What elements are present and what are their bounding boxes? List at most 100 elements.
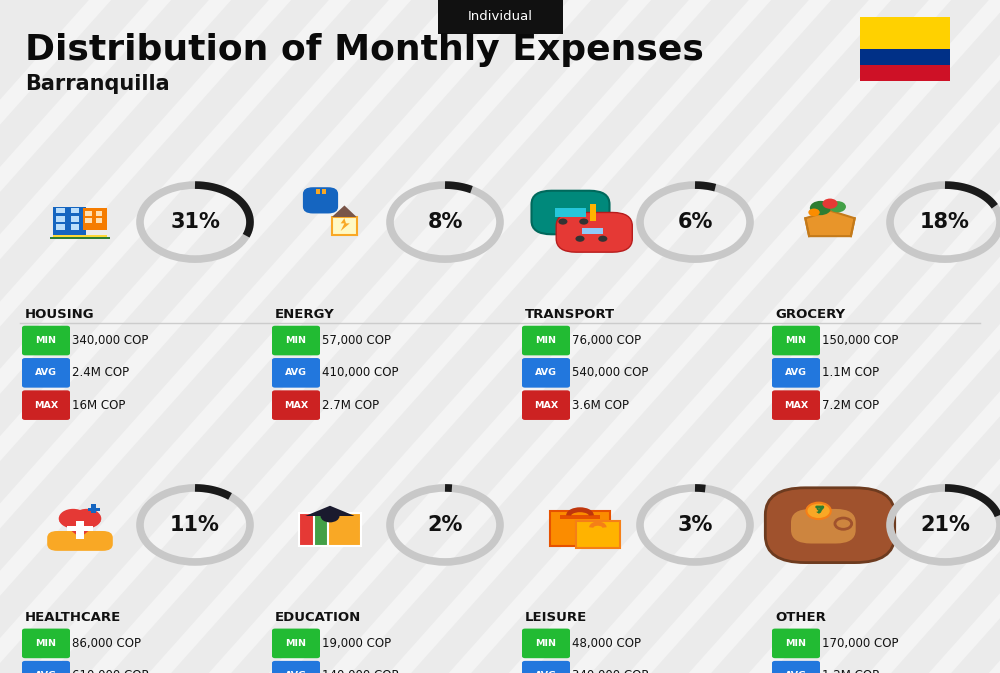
Polygon shape: [332, 205, 357, 217]
FancyBboxPatch shape: [56, 216, 65, 221]
FancyBboxPatch shape: [56, 207, 65, 213]
FancyBboxPatch shape: [438, 0, 562, 34]
FancyBboxPatch shape: [522, 661, 570, 673]
Text: MIN: MIN: [286, 639, 307, 648]
Text: 18%: 18%: [920, 212, 970, 232]
FancyBboxPatch shape: [332, 217, 357, 235]
Text: 2.7M COP: 2.7M COP: [322, 398, 379, 412]
FancyBboxPatch shape: [56, 224, 65, 230]
FancyBboxPatch shape: [322, 189, 326, 194]
FancyBboxPatch shape: [550, 511, 610, 546]
Text: HOUSING: HOUSING: [25, 308, 95, 321]
FancyBboxPatch shape: [303, 187, 338, 213]
Text: HEALTHCARE: HEALTHCARE: [25, 611, 121, 624]
Text: Barranquilla: Barranquilla: [25, 74, 170, 94]
Text: 31%: 31%: [170, 212, 220, 232]
Text: AVG: AVG: [785, 671, 807, 673]
Circle shape: [72, 509, 101, 528]
FancyBboxPatch shape: [22, 326, 70, 355]
Polygon shape: [341, 218, 350, 231]
FancyBboxPatch shape: [71, 207, 79, 213]
FancyBboxPatch shape: [316, 189, 320, 194]
Text: MAX: MAX: [34, 400, 58, 410]
Text: MIN: MIN: [36, 336, 56, 345]
Text: AVG: AVG: [35, 671, 57, 673]
Text: MIN: MIN: [786, 639, 806, 648]
Circle shape: [598, 236, 607, 242]
Circle shape: [806, 503, 831, 519]
Text: 150,000 COP: 150,000 COP: [822, 334, 898, 347]
Circle shape: [808, 209, 820, 216]
Text: $: $: [816, 506, 822, 516]
Text: AVG: AVG: [535, 368, 557, 378]
FancyBboxPatch shape: [22, 629, 70, 658]
FancyBboxPatch shape: [67, 526, 93, 532]
FancyBboxPatch shape: [91, 505, 96, 513]
FancyBboxPatch shape: [328, 513, 361, 546]
FancyBboxPatch shape: [88, 508, 100, 511]
FancyBboxPatch shape: [522, 629, 570, 658]
FancyBboxPatch shape: [96, 218, 102, 223]
FancyBboxPatch shape: [47, 531, 113, 551]
FancyBboxPatch shape: [314, 513, 346, 546]
FancyBboxPatch shape: [22, 661, 70, 673]
FancyBboxPatch shape: [522, 358, 570, 388]
Circle shape: [575, 236, 585, 242]
FancyBboxPatch shape: [272, 629, 320, 658]
Text: AVG: AVG: [785, 368, 807, 378]
FancyBboxPatch shape: [772, 390, 820, 420]
Text: 170,000 COP: 170,000 COP: [822, 637, 899, 650]
Text: 6%: 6%: [677, 212, 713, 232]
Text: Individual: Individual: [468, 10, 532, 24]
Text: 16M COP: 16M COP: [72, 398, 125, 412]
Circle shape: [829, 201, 846, 213]
Text: ENERGY: ENERGY: [275, 308, 335, 321]
Text: MAX: MAX: [784, 400, 808, 410]
Text: 610,000 COP: 610,000 COP: [72, 669, 148, 673]
FancyBboxPatch shape: [272, 326, 320, 355]
Text: MIN: MIN: [536, 336, 556, 345]
FancyBboxPatch shape: [83, 208, 107, 229]
FancyBboxPatch shape: [772, 326, 820, 355]
Text: 11%: 11%: [170, 515, 220, 535]
FancyBboxPatch shape: [772, 358, 820, 388]
Text: GROCERY: GROCERY: [775, 308, 845, 321]
FancyBboxPatch shape: [85, 211, 92, 216]
Text: 410,000 COP: 410,000 COP: [322, 366, 398, 380]
FancyBboxPatch shape: [53, 236, 107, 238]
FancyBboxPatch shape: [772, 661, 820, 673]
Text: 21%: 21%: [920, 515, 970, 535]
FancyBboxPatch shape: [860, 65, 950, 81]
Text: AVG: AVG: [35, 368, 57, 378]
FancyBboxPatch shape: [556, 213, 632, 252]
Text: 2.4M COP: 2.4M COP: [72, 366, 129, 380]
Text: 540,000 COP: 540,000 COP: [572, 366, 648, 380]
Text: 8%: 8%: [427, 212, 463, 232]
Text: 19,000 COP: 19,000 COP: [322, 637, 391, 650]
Text: AVG: AVG: [285, 368, 307, 378]
Text: MIN: MIN: [536, 639, 556, 648]
FancyBboxPatch shape: [522, 390, 570, 420]
Circle shape: [579, 219, 588, 225]
Polygon shape: [305, 506, 355, 516]
Text: AVG: AVG: [285, 671, 307, 673]
FancyBboxPatch shape: [53, 207, 86, 236]
FancyBboxPatch shape: [76, 521, 84, 539]
FancyBboxPatch shape: [85, 218, 92, 223]
Text: MAX: MAX: [534, 400, 558, 410]
Polygon shape: [805, 211, 855, 236]
FancyBboxPatch shape: [582, 228, 603, 234]
Text: 76,000 COP: 76,000 COP: [572, 334, 641, 347]
FancyBboxPatch shape: [272, 661, 320, 673]
Text: 86,000 COP: 86,000 COP: [72, 637, 141, 650]
Text: MAX: MAX: [284, 400, 308, 410]
Text: 48,000 COP: 48,000 COP: [572, 637, 641, 650]
FancyBboxPatch shape: [71, 224, 79, 230]
FancyBboxPatch shape: [555, 208, 586, 217]
Text: 340,000 COP: 340,000 COP: [572, 669, 648, 673]
Text: 340,000 COP: 340,000 COP: [72, 334, 148, 347]
Circle shape: [320, 509, 340, 522]
FancyBboxPatch shape: [71, 216, 79, 221]
Text: 7.2M COP: 7.2M COP: [822, 398, 879, 412]
Text: 140,000 COP: 140,000 COP: [322, 669, 398, 673]
